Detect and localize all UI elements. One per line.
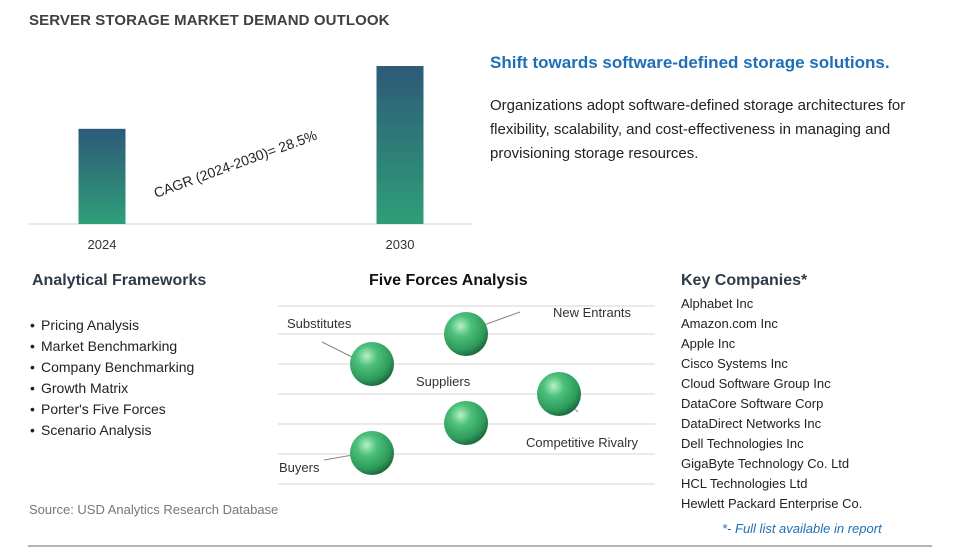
frameworks-title: Analytical Frameworks [32,272,207,289]
company-item: DataDirect Networks Inc [681,416,822,431]
company-item: Alphabet Inc [681,296,754,311]
company-item: Amazon.com Inc [681,316,778,331]
company-item: Cloud Software Group Inc [681,376,831,391]
label-buyers: Buyers [279,460,320,475]
companies-list: Alphabet Inc Amazon.com Inc Apple Inc Ci… [681,294,862,514]
bullet-icon: • [30,401,35,417]
trend-headline: Shift towards software-defined storage s… [490,53,890,72]
framework-item: • Porter's Five Forces [30,399,194,420]
trend-description: Organizations adopt software-defined sto… [490,97,906,162]
company-item: GigaByte Technology Co. Ltd [681,456,850,471]
label-substitutes: Substitutes [287,316,352,331]
company-item: Dell Technologies Inc [681,436,804,451]
company-item: HCL Technologies Ltd [681,476,808,491]
bullet-icon: • [30,338,35,354]
frameworks-list: • Pricing Analysis • Market Benchmarking •… [30,315,194,441]
x-tick-label: 2030 [386,237,415,252]
companies-title: Key Companies* [681,272,808,289]
company-item: Apple Inc [681,336,736,351]
bullet-icon: • [30,359,35,375]
page-title: SERVER STORAGE MARKET DEMAND OUTLOOK [29,12,390,29]
bottom-divider [28,545,932,547]
five-forces-title: Five Forces Analysis [369,272,528,289]
company-item: DataCore Software Corp [681,396,824,411]
bar-chart: 2024 2030 CAGR (2024-2030)= 28.5% [29,66,472,252]
framework-item: • Scenario Analysis [30,420,194,441]
bullet-icon: • [30,317,35,333]
company-item: Hewlett Packard Enterprise Co. [681,496,863,511]
suppliers-sphere-icon [444,401,488,445]
label-competitive-rivalry: Competitive Rivalry [526,435,638,450]
bar-2024 [78,128,126,224]
competitive-rivalry-sphere-icon [537,372,581,416]
framework-item: • Pricing Analysis [30,315,194,336]
full-list-note: *- Full list available in report [722,521,882,536]
company-item: Cisco Systems Inc [681,356,788,371]
framework-item: • Growth Matrix [30,378,194,399]
bar-2030 [376,66,424,224]
framework-item: • Market Benchmarking [30,336,194,357]
buyers-sphere-icon [350,431,394,475]
x-tick-label: 2024 [88,237,117,252]
label-new-entrants: New Entrants [553,305,632,320]
source-note: Source: USD Analytics Research Database [29,502,279,517]
bullet-icon: • [30,422,35,438]
substitutes-sphere-icon [350,342,394,386]
forces-grid [278,305,655,485]
new-entrants-sphere-icon [444,312,488,356]
label-suppliers: Suppliers [416,374,471,389]
bullet-icon: • [30,380,35,396]
five-forces-diagram: Substitutes New Entrants Suppliers Compe… [278,305,655,485]
framework-item: • Company Benchmarking [30,357,194,378]
